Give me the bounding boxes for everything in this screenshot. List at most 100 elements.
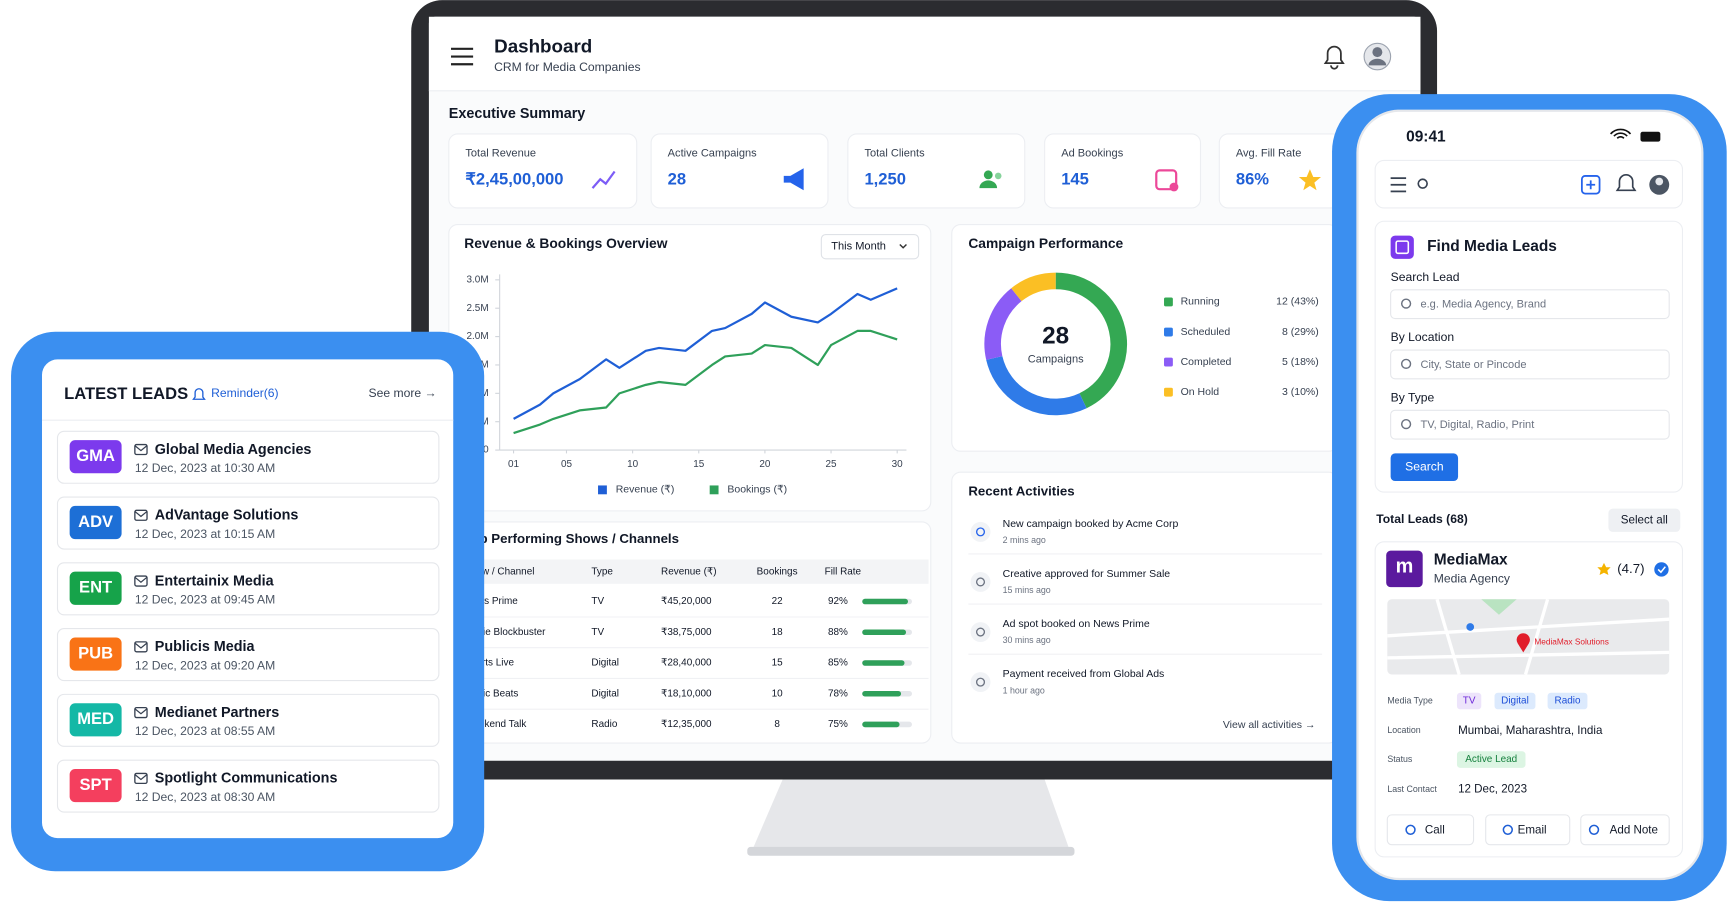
donut-segment (984, 288, 1022, 360)
lead-badge (69, 703, 122, 737)
status-chip-label: Active Lead (1465, 754, 1517, 765)
legend-label: Running (1181, 296, 1220, 308)
lead-row[interactable] (56, 496, 440, 550)
see-more-link[interactable]: See more → (368, 386, 436, 400)
lead-row[interactable] (56, 693, 440, 747)
search-card-icon-glyph (1395, 240, 1410, 255)
mail-icon (134, 509, 148, 521)
action-label[interactable]: Add Note (1610, 823, 1658, 836)
reminder-link[interactable]: Reminder(6) (211, 386, 278, 400)
total-leads: Total Leads (68) (1376, 512, 1468, 526)
kpi-value: 145 (1061, 170, 1089, 189)
mail-icon-flap (134, 445, 148, 452)
table-cell: 85% (828, 658, 848, 669)
table-cell: TV (591, 596, 604, 607)
table-cell: 8 (774, 719, 780, 730)
lead-date: 12 Dec, 2023 at 10:30 AM (135, 461, 275, 475)
action-label[interactable]: Call (1425, 823, 1445, 836)
legend-swatch (709, 485, 719, 495)
field-input[interactable] (1390, 409, 1670, 440)
table-header: Fill Rate (825, 566, 862, 577)
lead-date: 12 Dec, 2023 at 10:15 AM (135, 527, 275, 541)
table-cell: Movie Blockbuster (464, 627, 546, 638)
activities-title: Recent Activities (968, 484, 1074, 499)
activity-icon-glyph (975, 577, 986, 587)
table-header: Revenue (₹) (661, 566, 716, 577)
lead-card-name: MediaMax (1434, 552, 1508, 569)
legend-label: Scheduled (1181, 326, 1231, 338)
kpi-label: Active Campaigns (668, 148, 758, 160)
action-label[interactable]: Email (1518, 823, 1547, 836)
table-cell: Weekend Talk (464, 719, 526, 730)
battery-icon (1640, 131, 1661, 142)
action-button[interactable] (1485, 814, 1571, 846)
bell-icon[interactable] (1615, 174, 1637, 192)
field-label: Search Lead (1391, 270, 1460, 284)
action-icon (1405, 824, 1416, 835)
map-pin (1516, 633, 1530, 653)
chart-title: Revenue & Bookings Overview (464, 235, 667, 251)
table-cell: 92% (828, 596, 848, 607)
select-all-button[interactable] (1608, 508, 1681, 532)
add-icon[interactable] (1580, 175, 1601, 195)
lead-row[interactable] (56, 628, 440, 682)
kpi-card (448, 133, 638, 209)
section-title: Executive Summary (449, 106, 585, 122)
view-all-link[interactable]: View all activities → (1223, 719, 1316, 731)
select-all-label[interactable]: Select all (1621, 513, 1668, 526)
lead-row[interactable] (56, 759, 440, 813)
lead-card-subtitle: Media Agency (1434, 572, 1511, 586)
avatar-body (1368, 58, 1387, 66)
lead-date: 12 Dec, 2023 at 09:20 AM (135, 658, 275, 672)
kpi-label: Total Revenue (465, 148, 536, 160)
verified-icon (1654, 562, 1669, 577)
page-subtitle: CRM for Media Companies (494, 60, 640, 74)
wifi-icon (1613, 132, 1628, 137)
x-tick-label: 05 (561, 459, 573, 470)
search-button[interactable] (1390, 453, 1459, 482)
legend-label: Completed (1181, 356, 1232, 368)
kpi-icon (1169, 182, 1179, 192)
period-dropdown[interactable] (820, 233, 920, 260)
y-tick-label: 2.5M (467, 303, 489, 314)
kpi-value: 86% (1236, 170, 1269, 189)
media-type-chip-label: Radio (1555, 696, 1581, 707)
leads-title: LATEST LEADS (64, 384, 188, 403)
wifi-icon (1609, 128, 1632, 135)
period-dropdown-label[interactable]: This Month (831, 241, 886, 253)
search-icon[interactable] (1417, 178, 1428, 189)
donut-segment (986, 355, 1087, 416)
action-button[interactable] (1580, 814, 1670, 846)
kpi-icon (1298, 169, 1321, 191)
table-header: Show / Channel (464, 566, 534, 577)
menu-icon[interactable] (451, 47, 474, 66)
donut-total: 28 (1042, 323, 1069, 350)
kpi-icon (994, 172, 1002, 180)
lead-row[interactable] (56, 562, 440, 616)
bell-icon[interactable] (1323, 45, 1345, 70)
lead-logo-glyph: m (1396, 556, 1414, 578)
wifi-icon (1616, 136, 1625, 139)
table-cell: Radio (591, 719, 617, 730)
field-placeholder: TV, Digital, Radio, Print (1420, 419, 1534, 431)
x-tick-label: 15 (693, 459, 705, 470)
lead-name: Spotlight Communications (155, 771, 338, 787)
map-park (1481, 599, 1517, 615)
lead-row[interactable] (56, 430, 440, 484)
table-cell: News Prime (464, 596, 518, 607)
field-placeholder: City, State or Pincode (1420, 359, 1526, 371)
field-input[interactable] (1390, 289, 1670, 320)
kpi-icon (1155, 169, 1178, 191)
field-input[interactable] (1390, 349, 1670, 380)
table-cell: TV (591, 627, 604, 638)
media-type-chip (1456, 692, 1482, 710)
lead-badge (69, 571, 122, 605)
legend-value: 8 (29%) (1282, 326, 1319, 338)
search-button-label[interactable]: Search (1405, 459, 1443, 473)
mail-icon-flap (134, 708, 148, 715)
fill-bar (862, 598, 909, 605)
action-button[interactable] (1386, 814, 1475, 846)
activity-icon (970, 672, 991, 693)
